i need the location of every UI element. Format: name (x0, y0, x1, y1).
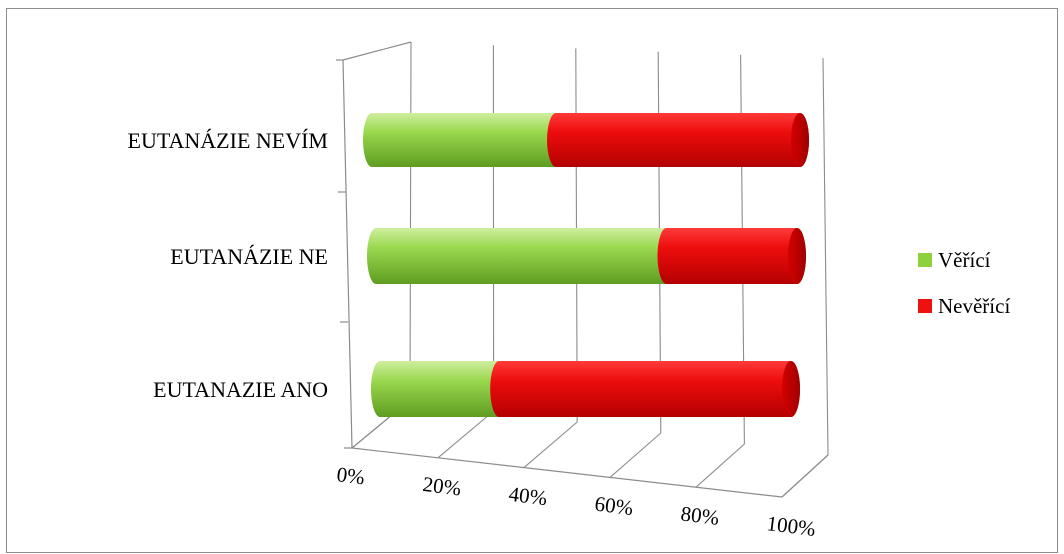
y-category-labels: EUTANÁZIE NEVÍM EUTANÁZIE NE EUTANAZIE ANO (128, 128, 328, 402)
x-tick-label: 80% (679, 501, 720, 530)
bar-Nevěřící (490, 361, 800, 417)
x-tick-label: 40% (507, 482, 548, 511)
legend-swatch (918, 253, 932, 267)
bar-Věřící (371, 361, 509, 417)
bars (363, 113, 809, 417)
category-label: EUTANAZIE ANO (153, 377, 328, 402)
gridline-floor (781, 454, 829, 498)
category-label: EUTANÁZIE NEVÍM (128, 128, 328, 153)
legend: Věřící Nevěřící (918, 248, 1010, 318)
bar-end-cap (791, 113, 809, 167)
gridline-vertical (409, 41, 412, 401)
bar-Věřící (363, 113, 566, 167)
x-tick-label: 100% (765, 511, 817, 541)
bar-Věřící (367, 228, 676, 284)
y-axis-line (342, 59, 353, 449)
legend-swatch (918, 299, 932, 313)
gridline-floor (695, 443, 745, 488)
legend-label: Věřící (938, 248, 991, 272)
gridline-floor (609, 432, 662, 478)
x-tick-label: 60% (593, 492, 634, 521)
gridline-floor (437, 410, 494, 459)
bar-Nevěřící (657, 228, 806, 284)
gridline-vertical (822, 57, 829, 456)
bar-end-cap (782, 361, 800, 417)
x-axis-line (351, 447, 783, 498)
bar-Nevěřící (547, 113, 809, 167)
back-wall-top-edge (342, 41, 412, 61)
x-tick-label: 0% (335, 462, 366, 489)
x-tick-labels: 0% 20% 40% 60% 80% 100% (335, 462, 817, 541)
category-label: EUTANÁZIE NE (170, 244, 328, 269)
legend-label: Nevěřící (938, 294, 1010, 318)
x-tick-label: 20% (421, 472, 462, 501)
bar-end-cap (788, 228, 806, 284)
gridline-floor (523, 421, 578, 469)
